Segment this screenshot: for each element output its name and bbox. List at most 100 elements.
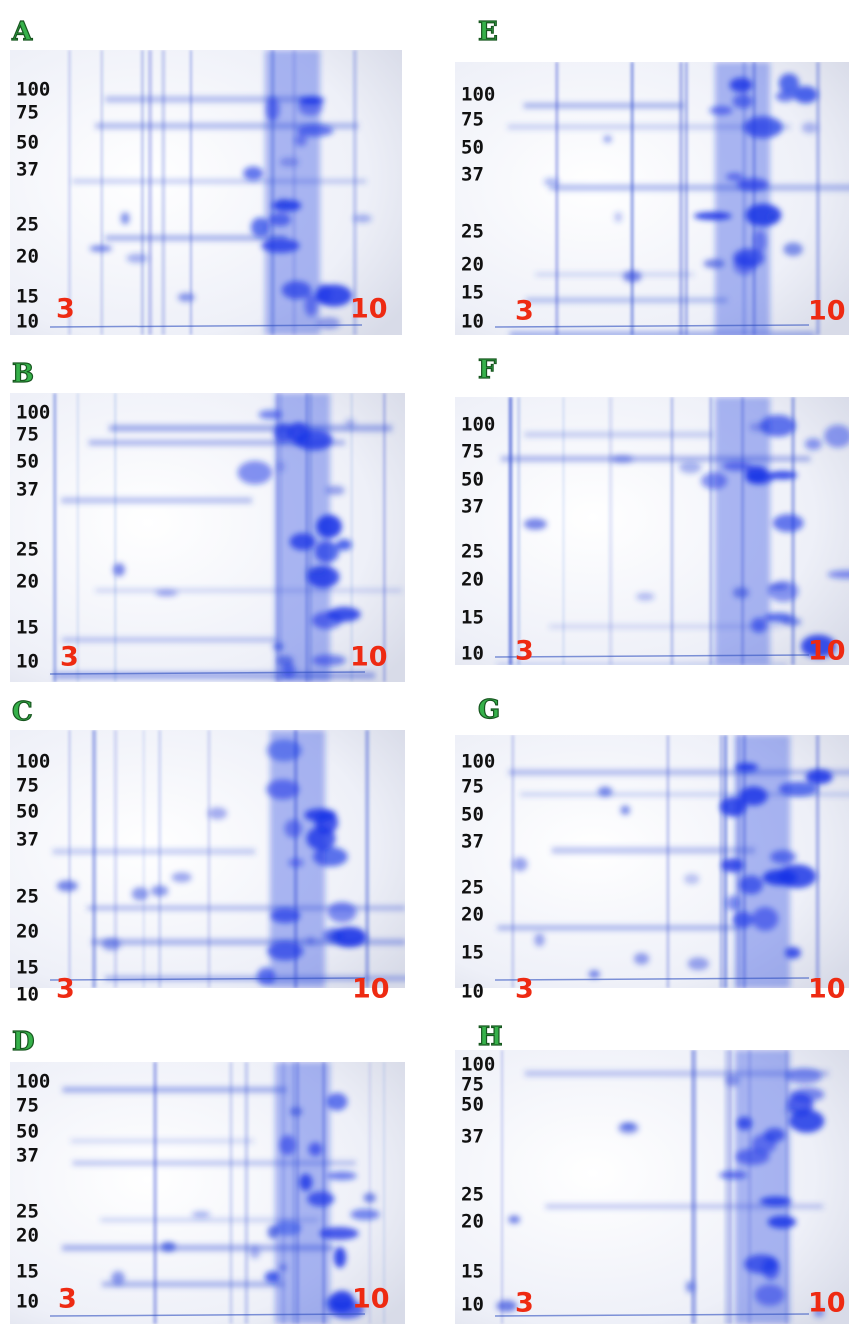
spot <box>543 177 559 186</box>
spot <box>294 134 308 147</box>
band <box>549 624 781 629</box>
ph-high-label: 10 <box>350 294 388 325</box>
marker-label: 50 <box>16 451 39 473</box>
marker-label: 20 <box>16 571 39 593</box>
spot <box>679 461 702 474</box>
spot <box>126 253 149 263</box>
spot <box>754 1284 785 1306</box>
streak <box>158 730 162 988</box>
spot <box>273 424 294 443</box>
spot <box>534 933 545 947</box>
spot <box>781 617 802 627</box>
spot <box>315 284 353 307</box>
marker-label: 25 <box>461 541 484 563</box>
spot <box>308 1142 323 1157</box>
spot <box>327 1171 357 1181</box>
marker-label: 20 <box>461 904 484 926</box>
spot <box>693 211 732 221</box>
spot <box>265 97 280 122</box>
hot-region <box>543 62 818 335</box>
hot-region <box>512 735 833 988</box>
spot <box>324 1297 339 1309</box>
spot <box>307 1191 335 1207</box>
spot <box>102 938 121 951</box>
hot-region <box>111 1062 380 1324</box>
band <box>91 939 405 945</box>
spot <box>721 858 744 873</box>
hot-region <box>89 50 372 335</box>
streak <box>189 50 192 335</box>
band <box>72 179 367 183</box>
spot <box>278 198 288 206</box>
spot <box>732 587 750 599</box>
marker-label: 10 <box>16 311 39 333</box>
streak <box>229 1062 233 1324</box>
spot <box>778 781 819 797</box>
spot <box>768 580 799 602</box>
spot <box>734 762 758 772</box>
spot <box>768 470 798 480</box>
band <box>62 1086 287 1093</box>
streak <box>678 62 684 335</box>
spot <box>685 1280 695 1293</box>
spot <box>131 887 149 901</box>
band <box>61 497 253 504</box>
streak <box>719 735 723 988</box>
marker-label: 37 <box>16 159 39 181</box>
marker-label: 100 <box>461 414 495 436</box>
spot <box>789 1109 825 1133</box>
band <box>524 1070 829 1077</box>
marker-label: 10 <box>16 651 39 673</box>
spot <box>762 869 798 886</box>
ph-low-label: 3 <box>515 974 534 1005</box>
marker-label: 75 <box>461 109 484 131</box>
streak <box>153 1062 158 1324</box>
streak <box>68 50 71 335</box>
marker-label: 20 <box>16 921 39 943</box>
gel-background <box>455 62 849 335</box>
spot <box>824 424 849 448</box>
gel-panel: F 100 75 50 37 25 20 15 10 3 10 <box>455 354 849 667</box>
band <box>549 184 849 191</box>
spot <box>111 1271 125 1285</box>
band <box>70 1139 254 1143</box>
band <box>501 456 811 462</box>
spot <box>314 540 340 563</box>
gel-image <box>10 393 405 682</box>
bands <box>507 103 849 335</box>
streak <box>517 397 521 665</box>
band <box>509 331 816 335</box>
band <box>105 235 287 241</box>
spot <box>261 238 300 253</box>
band <box>496 662 788 665</box>
ph-low-label: 3 <box>515 296 534 327</box>
ph-low-label: 3 <box>58 1284 77 1315</box>
spot <box>805 769 833 785</box>
panel-letter: A <box>11 17 33 47</box>
spot <box>304 808 337 822</box>
band <box>523 103 684 109</box>
marker-label: 50 <box>16 1121 39 1143</box>
band <box>52 848 256 855</box>
marker-label: 25 <box>16 886 39 908</box>
marker-label: 75 <box>16 424 39 446</box>
spot <box>243 166 264 181</box>
spot <box>743 116 783 139</box>
streak <box>68 730 71 988</box>
marker-label: 37 <box>16 1145 39 1167</box>
spot <box>729 77 753 93</box>
gel-bottom-edge <box>494 1313 810 1317</box>
spot <box>768 583 789 591</box>
band <box>497 925 739 931</box>
streak <box>670 397 674 665</box>
marker-label: 10 <box>16 984 39 1006</box>
streak <box>562 397 565 665</box>
hot-region <box>113 393 361 682</box>
spot <box>312 654 347 667</box>
spot <box>633 952 650 965</box>
spot <box>508 1215 521 1224</box>
ph-high-label: 10 <box>808 296 846 327</box>
spot <box>336 539 352 551</box>
streak <box>53 393 57 682</box>
